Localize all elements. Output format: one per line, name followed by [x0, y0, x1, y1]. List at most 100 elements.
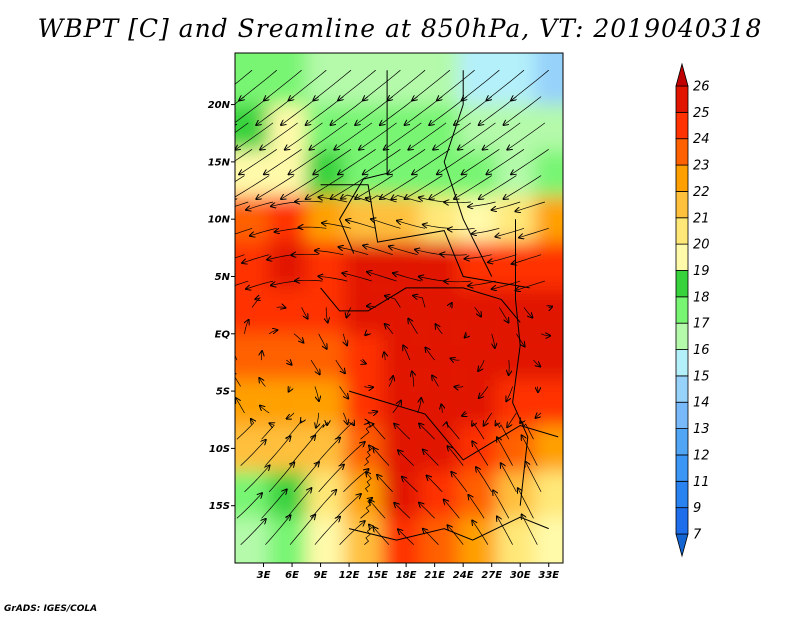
- streamline: [488, 254, 517, 263]
- colorbar-segment: [675, 349, 689, 377]
- streamline: [368, 412, 377, 413]
- wbpt-cell: [268, 333, 307, 380]
- wbpt-cell: [458, 242, 497, 288]
- streamline: [472, 441, 489, 466]
- streamline: [389, 246, 418, 256]
- wbpt-cell: [534, 242, 563, 288]
- map-area: [235, 53, 563, 563]
- colorbar-segment: [675, 243, 689, 271]
- streamline: [423, 450, 439, 466]
- wbpt-cell: [420, 425, 459, 472]
- wbpt-cell: [344, 425, 383, 472]
- streamline: [261, 490, 287, 519]
- wbpt-cell: [382, 53, 421, 105]
- streamline: [314, 386, 319, 402]
- map-frame: [234, 52, 564, 564]
- colorbar-label: 15: [693, 369, 710, 384]
- streamline: [276, 307, 286, 308]
- streamline: [504, 175, 542, 199]
- streamline: [359, 122, 397, 150]
- streamline: [269, 330, 277, 335]
- wbpt-cell: [344, 379, 383, 426]
- wbpt-cell: [268, 104, 307, 151]
- colorbar-label: 21: [693, 211, 710, 226]
- wbpt-cell: [235, 53, 269, 105]
- streamline: [392, 401, 401, 414]
- streamline: [462, 149, 500, 174]
- streamline: [405, 96, 443, 125]
- streamline: [265, 515, 290, 545]
- streamline: [342, 273, 373, 282]
- wbpt-cell: [420, 379, 459, 426]
- streamline: [289, 69, 327, 100]
- streamline: [264, 69, 302, 100]
- colorbar-segment: [675, 217, 689, 245]
- streamline: [363, 149, 401, 174]
- colorbar-segment: [675, 533, 689, 558]
- streamline: [235, 69, 253, 85]
- streamline: [285, 122, 323, 150]
- streamline: [520, 421, 534, 440]
- streamline: [339, 386, 349, 399]
- streamline: [419, 197, 447, 203]
- streamline: [483, 122, 521, 150]
- streamline: [462, 413, 467, 416]
- streamline: [366, 472, 372, 493]
- colorbar-label: 23: [693, 159, 710, 174]
- x-tick-label: 33E: [538, 570, 559, 581]
- streamline: [262, 351, 263, 361]
- streamline: [235, 175, 245, 183]
- y-tick-label: 20N: [208, 100, 231, 111]
- streamline: [246, 201, 274, 210]
- streamline: [478, 359, 485, 371]
- colorbar-segment: [675, 85, 689, 113]
- colorbar-label: 12: [693, 448, 710, 463]
- streamline: [306, 175, 344, 199]
- streamline: [361, 360, 366, 364]
- streamline: [504, 96, 542, 125]
- streamline: [235, 122, 274, 150]
- streamline: [451, 358, 460, 360]
- y-tick-label: 5N: [215, 272, 231, 283]
- wbpt-cell: [534, 471, 563, 518]
- streamline: [507, 122, 546, 150]
- streamline: [384, 122, 422, 150]
- colorbar-label: 18: [693, 290, 710, 305]
- streamline: [493, 491, 510, 519]
- streamline: [549, 307, 552, 308]
- streamline: [388, 149, 426, 174]
- streamline: [417, 398, 422, 414]
- wbpt-cell: [458, 150, 497, 197]
- streamline: [497, 516, 513, 545]
- streamline: [388, 69, 426, 100]
- streamline: [318, 197, 348, 203]
- streamline: [454, 96, 492, 125]
- streamline: [403, 346, 411, 361]
- streamline: [518, 488, 534, 519]
- streamline: [465, 334, 467, 338]
- streamline: [291, 254, 319, 255]
- streamline: [436, 324, 443, 335]
- streamline: [412, 371, 414, 387]
- y-tick-label: 10N: [208, 215, 231, 226]
- colorbar-segment: [675, 401, 689, 429]
- streamline: [286, 421, 302, 440]
- colorbar-label: 14: [693, 396, 710, 411]
- streamline: [388, 376, 393, 387]
- streamline: [318, 465, 344, 493]
- streamline: [338, 69, 376, 100]
- wbpt-cell: [458, 333, 497, 380]
- x-tick-label: 3E: [257, 570, 271, 581]
- streamline: [240, 440, 266, 466]
- streamline: [235, 96, 245, 105]
- x-tick-label: 24E: [453, 570, 474, 581]
- streamline: [265, 436, 290, 466]
- wbpt-cell: [382, 425, 421, 472]
- streamline: [260, 122, 298, 150]
- wbpt-cell: [306, 517, 345, 563]
- wbpt-cell: [306, 425, 345, 472]
- x-tick-label: 18E: [396, 570, 417, 581]
- streamline: [235, 96, 270, 125]
- streamline: [239, 149, 277, 174]
- streamline: [398, 450, 414, 466]
